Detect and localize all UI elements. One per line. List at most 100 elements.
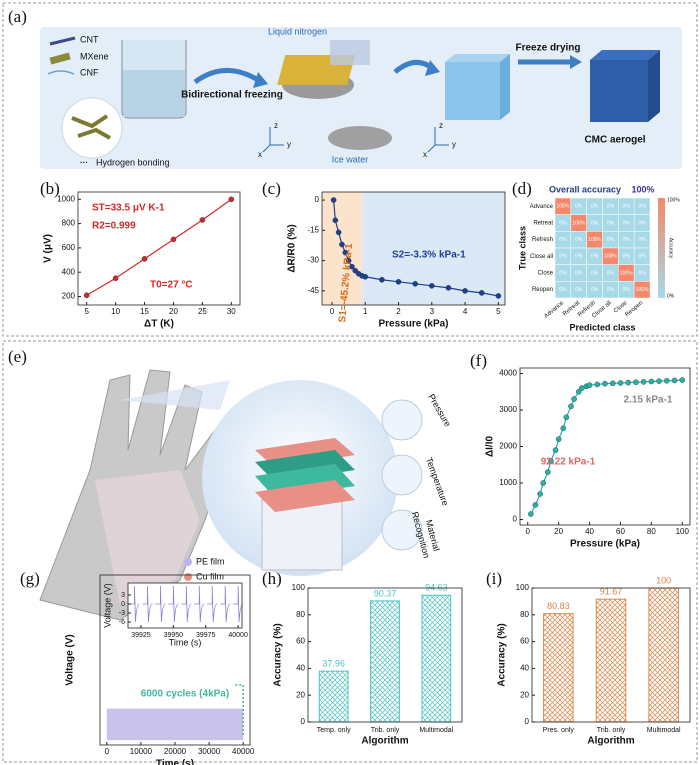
y-tick-label: 100 bbox=[292, 583, 306, 592]
point bbox=[532, 502, 539, 508]
heat-cell bbox=[633, 281, 651, 299]
point bbox=[540, 480, 546, 486]
row-label: Refresh bbox=[532, 237, 553, 243]
signal-band bbox=[106, 708, 244, 741]
illustration-part bbox=[262, 127, 284, 153]
point bbox=[575, 388, 582, 395]
y-tick-label: -45 bbox=[307, 286, 319, 295]
annotation: T0=27 °C bbox=[150, 280, 193, 291]
illustration-part bbox=[570, 55, 582, 69]
point bbox=[609, 380, 616, 387]
axes-frame bbox=[307, 587, 463, 723]
y-tick-label: 0 bbox=[525, 717, 530, 726]
cell-label: 100% bbox=[557, 204, 570, 210]
y-axis-label: ΔR/R0 (%) bbox=[287, 224, 298, 272]
label: Freeze drying bbox=[515, 43, 580, 54]
x-tick-label: 20 bbox=[554, 527, 563, 536]
label: Pressure bbox=[426, 392, 453, 428]
value-label: 100 bbox=[656, 575, 671, 585]
axes-frame bbox=[77, 191, 241, 306]
illustration-part bbox=[47, 70, 75, 75]
point bbox=[545, 469, 551, 475]
cell-label: 100% bbox=[604, 254, 617, 260]
x-tick-label: 30 bbox=[227, 307, 236, 316]
label: CNF bbox=[80, 67, 99, 77]
cell-label: 0% bbox=[575, 204, 583, 210]
point bbox=[141, 256, 148, 262]
illustration-part bbox=[590, 60, 648, 122]
y-tick-label: 600 bbox=[62, 243, 76, 252]
annotation: R2=0.999 bbox=[92, 221, 136, 232]
illustration-part: ··· bbox=[80, 158, 88, 167]
point bbox=[568, 403, 574, 410]
col-label: Reopen bbox=[624, 300, 644, 318]
series-line bbox=[86, 198, 232, 296]
x-tick-label: 1 bbox=[363, 307, 368, 316]
annotation: 6000 cycles (4kPa) bbox=[141, 689, 229, 700]
cell-label: 0% bbox=[623, 254, 631, 260]
label: x bbox=[423, 150, 427, 159]
cell-label: 100% bbox=[620, 270, 633, 276]
illustration-part bbox=[648, 50, 660, 122]
x-tick-label: 4 bbox=[463, 307, 468, 316]
cell-label: 0% bbox=[591, 204, 599, 210]
x-tick-label: 10 bbox=[111, 307, 120, 316]
x-axis-label: Time (s) bbox=[169, 637, 202, 647]
point bbox=[571, 396, 577, 402]
cell-label: 100% bbox=[636, 287, 649, 293]
spike bbox=[142, 585, 153, 623]
point bbox=[594, 381, 601, 388]
label: Ice water bbox=[332, 154, 369, 164]
box-top bbox=[2, 2, 698, 337]
legend-label: Cu film bbox=[196, 571, 224, 581]
region bbox=[322, 192, 362, 305]
label: x bbox=[258, 150, 262, 159]
spike bbox=[129, 585, 140, 623]
y-axis-label: ΔI/I0 bbox=[485, 436, 496, 458]
point bbox=[362, 273, 369, 280]
label: y bbox=[287, 140, 291, 149]
y-tick-label: 1000 bbox=[499, 478, 517, 487]
y-tick-label: 4000 bbox=[499, 369, 517, 378]
y-axis-label: True class bbox=[517, 226, 527, 270]
illustration-part bbox=[500, 54, 510, 120]
x-tick-label: Temp. only bbox=[317, 727, 351, 734]
illustration-part bbox=[425, 60, 440, 76]
panel-label: (d) bbox=[512, 179, 532, 198]
x-tick-label: 10000 bbox=[130, 747, 153, 756]
illustration-part bbox=[123, 70, 185, 117]
y-tick-label: 1000 bbox=[57, 194, 75, 203]
y-tick-label: 40 bbox=[296, 664, 305, 673]
x-tick-label: 60 bbox=[616, 527, 625, 536]
x-tick-label: 3 bbox=[430, 307, 435, 316]
bar bbox=[370, 600, 400, 723]
panel-a: (a) CNT MXene CNF ··· Hydrogen bonding B… bbox=[8, 7, 682, 169]
x-tick-label: 39925 bbox=[131, 632, 151, 639]
cell-label: 0% bbox=[623, 287, 631, 293]
x-axis-label: ΔT (K) bbox=[144, 319, 174, 330]
x-tick-label: 20 bbox=[169, 307, 178, 316]
point bbox=[633, 379, 639, 386]
x-axis-label: Time (s) bbox=[156, 759, 194, 765]
annotation: S2=-3.3% kPa-1 bbox=[392, 250, 466, 261]
value-label: 80.83 bbox=[547, 601, 570, 611]
illustration-part bbox=[427, 127, 449, 153]
cell-label: 0% bbox=[638, 237, 646, 243]
bar bbox=[318, 670, 349, 723]
point bbox=[602, 380, 608, 387]
colorbar-min: 0% bbox=[667, 293, 675, 299]
cell-label: 100% bbox=[588, 237, 601, 243]
x-tick-label: 5 bbox=[84, 307, 89, 316]
x-tick-label: 40000 bbox=[228, 632, 248, 639]
spike bbox=[168, 585, 179, 623]
y-tick-label: 100 bbox=[516, 583, 530, 592]
value-label: 37.96 bbox=[322, 659, 345, 669]
y-tick-label: 3000 bbox=[499, 405, 517, 414]
legend-swatch bbox=[184, 573, 192, 581]
y-tick-label: 0 bbox=[301, 717, 306, 726]
row-label: Advance bbox=[530, 204, 554, 210]
y-tick-label: 200 bbox=[62, 292, 76, 301]
point bbox=[478, 290, 485, 296]
x-tick-label: Trib. only bbox=[371, 727, 400, 734]
